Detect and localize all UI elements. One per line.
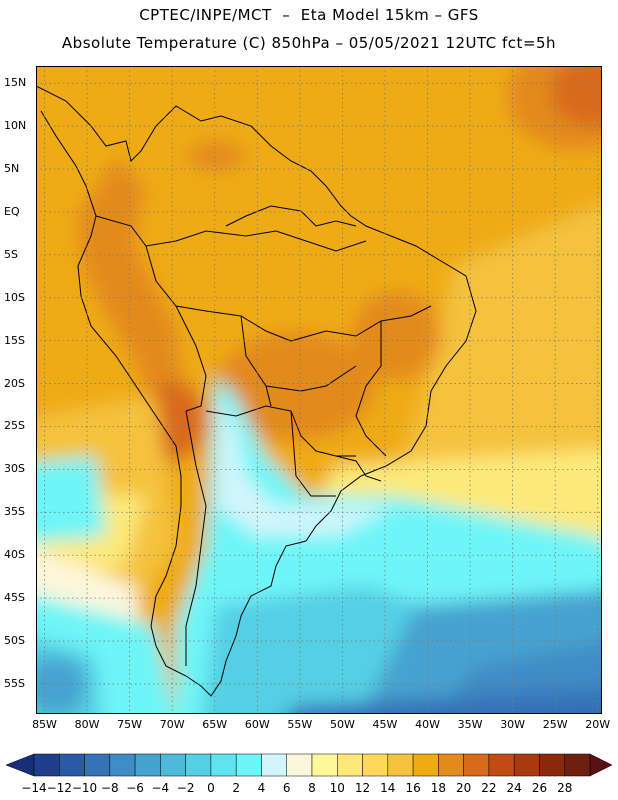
colorbar-tick-label: 12	[354, 781, 371, 795]
colorbar-swatch	[362, 753, 389, 777]
colorbar-tick-label: 14	[380, 781, 396, 795]
latitude-label: EQ	[4, 204, 20, 218]
chart-title-line2: Absolute Temperature (C) 850hPa – 05/05/…	[61, 34, 557, 52]
longitude-label: 85W	[32, 718, 57, 731]
colorbar-tick-label: 28	[557, 781, 573, 795]
latitude-label: 40S	[4, 548, 25, 562]
colorbar-swatch	[33, 753, 60, 777]
colorbar-swatch	[438, 753, 464, 777]
latitude-label: 50S	[4, 634, 25, 648]
colorbar-swatch	[488, 753, 515, 777]
temperature-map	[36, 66, 602, 714]
map-gridlines	[36, 66, 602, 714]
colorbar-swatch	[210, 753, 237, 777]
colorbar-tick-label: −4	[151, 781, 170, 795]
latitude-label: 15S	[4, 333, 25, 347]
latitude-label: 30S	[4, 462, 25, 476]
colorbar-tick-label: −12	[46, 781, 72, 795]
temperature-field	[36, 66, 602, 714]
colorbar-tick-label: 0	[207, 781, 215, 795]
colorbar-swatch	[463, 753, 490, 777]
colorbar-swatch	[311, 753, 338, 777]
latitude-label: 20S	[4, 376, 25, 390]
latitude-label: 35S	[4, 505, 25, 519]
longitude-label: 55W	[287, 718, 313, 731]
country-borders	[36, 85, 477, 697]
colorbar-swatch	[235, 753, 262, 777]
longitude-label: 35W	[457, 718, 483, 731]
latitude-label: 10S	[4, 290, 25, 304]
colorbar-tick-label: 26	[531, 781, 548, 795]
colorbar-swatch	[261, 753, 287, 777]
longitude-label: 40W	[415, 718, 440, 731]
latitude-label: 10N	[4, 119, 27, 133]
colorbar-tick-label: −2	[176, 781, 195, 795]
colorbar-tick-label: 16	[405, 781, 421, 795]
colorbar-tick-label: −8	[100, 781, 119, 795]
colorbar-swatch	[412, 753, 439, 777]
colorbar-tick-label: 20	[455, 781, 472, 795]
longitude-label: 75W	[117, 718, 143, 731]
latitude-label: 25S	[4, 419, 25, 433]
colorbar-tick-label: −14	[21, 781, 47, 795]
colorbar-tick-label: 4	[257, 781, 266, 795]
colorbar-swatch	[286, 753, 313, 777]
colorbar-swatch	[160, 753, 186, 777]
longitude-label: 45W	[372, 718, 398, 731]
latitude-label: 5N	[4, 161, 20, 175]
colorbar-tick-label: −6	[126, 781, 144, 795]
longitude-label: 65W	[202, 718, 228, 731]
longitude-label: 80W	[74, 718, 100, 731]
colorbar-swatch	[134, 753, 161, 777]
colorbar-swatch	[539, 753, 565, 777]
latitude-label: 5S	[4, 247, 18, 261]
longitude-label: 70W	[159, 718, 185, 731]
longitude-label: 50W	[329, 718, 355, 731]
temperature-colorbar	[5, 753, 613, 777]
colorbar-swatch	[59, 753, 85, 777]
colorbar-swatch	[387, 753, 414, 777]
map-canvas	[36, 66, 602, 714]
colorbar-swatch	[513, 753, 540, 777]
colorbar-tick-label: 24	[506, 781, 522, 795]
longitude-label: 30W	[500, 718, 526, 731]
map-frame	[36, 66, 602, 714]
colorbar-tick-label: 18	[430, 781, 446, 795]
latitude-label: 45S	[4, 591, 25, 605]
colorbar-tick-label: 6	[282, 781, 291, 795]
colorbar-swatch	[337, 753, 363, 777]
colorbar-tick-label: 2	[232, 781, 240, 795]
colorbar-swatch	[185, 753, 212, 777]
longitude-label: 25W	[542, 718, 568, 731]
colorbar-over-arrow	[589, 753, 613, 777]
chart-title-line1: CPTEC/INPE/MCT – Eta Model 15km – GFS	[139, 6, 479, 24]
longitude-label: 60W	[244, 718, 270, 731]
longitude-label: 20W	[585, 718, 611, 731]
colorbar-swatch	[109, 753, 136, 777]
colorbar-swatch	[84, 753, 111, 777]
colorbar-tick-label: 22	[481, 781, 497, 795]
colorbar-tick-label: −10	[71, 781, 98, 795]
colorbar-tick-label: 8	[308, 781, 316, 795]
latitude-label: 15N	[4, 76, 27, 90]
colorbar-under-arrow	[5, 753, 35, 777]
colorbar-tick-label: 10	[329, 781, 345, 795]
colorbar-swatch	[564, 753, 591, 777]
latitude-label: 55S	[4, 676, 25, 690]
